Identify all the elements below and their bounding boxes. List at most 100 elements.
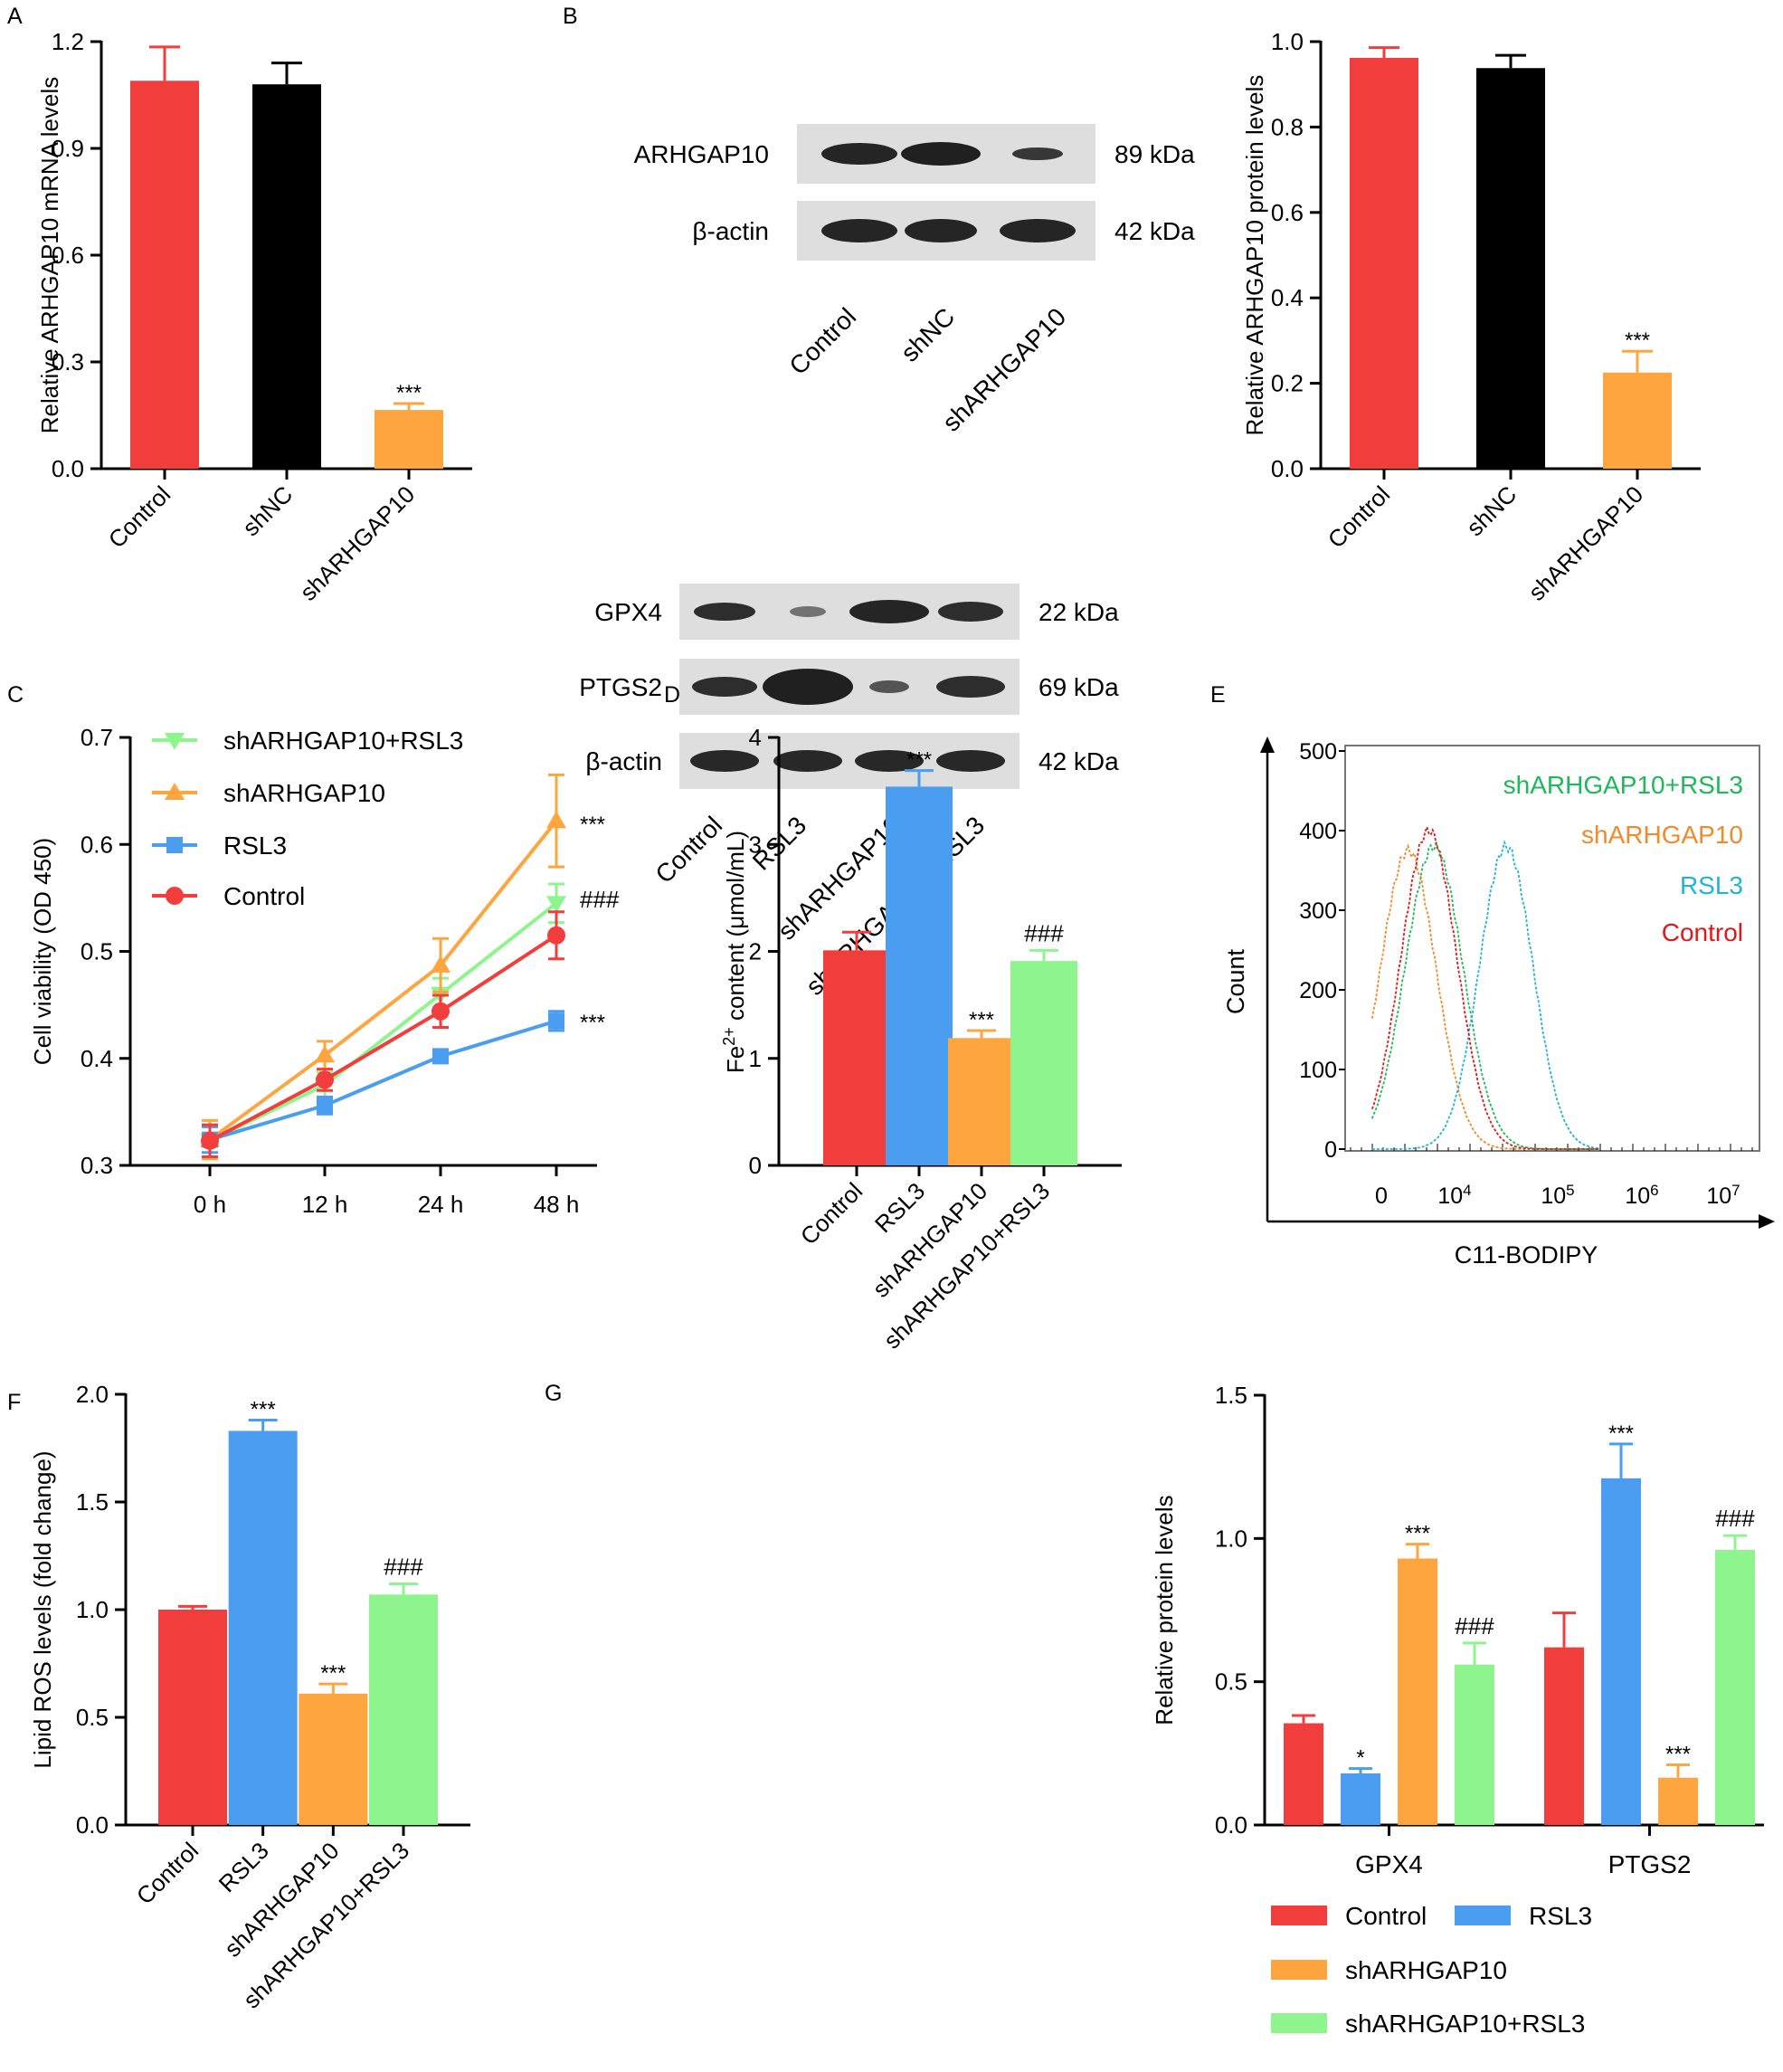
y-tick-label: 2.0 [76, 1381, 109, 1408]
legend-label: RSL3 [223, 832, 287, 860]
y-axis-title: Cell viability (OD 450) [29, 838, 56, 1065]
legend-label: Control [223, 882, 305, 910]
y-tick-label: 1.0 [1271, 28, 1304, 55]
y-tick-label: 300 [1299, 898, 1337, 924]
blot-band [1012, 147, 1063, 160]
x-tick-label: Control [131, 1837, 204, 1909]
chart-panel-D: 01234Control***RSL3***shARHGAP10###shARH… [720, 724, 1122, 1354]
blot-band [938, 602, 1003, 622]
significance-label: *** [1625, 328, 1650, 353]
x-tick-label: 48 h [534, 1191, 580, 1218]
blot-band [936, 750, 1005, 772]
significance-label: *** [1405, 1522, 1430, 1546]
x-tick-label-base: 0 [1375, 1183, 1388, 1209]
legend-item: Control [1271, 1902, 1427, 1930]
blot-band [821, 143, 897, 165]
y-axis-title: Lipid ROS levels (fold change) [29, 1450, 56, 1768]
y-tick-label: 400 [1299, 819, 1337, 844]
legend-item: RSL3 [1455, 1902, 1592, 1930]
y-tick-label: 1.2 [52, 28, 84, 55]
bar [375, 410, 443, 469]
y-axis-title: Relative protein levels [1151, 1495, 1178, 1725]
blot-band [790, 606, 826, 617]
bar [1476, 68, 1545, 469]
x-tick-label-base: 10 [1437, 1183, 1463, 1209]
panel-label: E [1210, 682, 1226, 708]
y-tick-label: 0.2 [1271, 370, 1304, 397]
legend-marker [165, 783, 185, 800]
data-point [546, 811, 566, 829]
bar [1603, 372, 1672, 469]
blot-row-label: β-actin [692, 217, 769, 245]
bar [823, 950, 890, 1165]
x-tick-label: shNC [237, 480, 298, 541]
significance-label: ### [1024, 919, 1064, 946]
bar [1398, 1558, 1437, 1825]
significance-label: ### [1715, 1505, 1755, 1532]
x-tick-label-exp: 6 [1650, 1182, 1658, 1199]
y-tick-label: 1 [749, 1045, 762, 1072]
y-tick-label: 0.8 [1271, 113, 1304, 140]
blot-band [905, 219, 977, 242]
legend-label: shARHGAP10+RSL3 [1503, 771, 1743, 799]
data-point [316, 1070, 334, 1089]
blot-lane-label: Control [783, 302, 861, 380]
y-tick-label: 0.9 [52, 135, 84, 162]
significance-label: *** [1665, 1743, 1691, 1767]
panel-label: F [7, 1390, 21, 1415]
legend-item: Control [152, 882, 305, 910]
y-tick-label: 0.7 [81, 724, 113, 751]
bar [158, 1610, 227, 1825]
legend-swatch [1455, 1906, 1511, 1925]
legend-marker [166, 837, 183, 853]
y-axis-title-part: Fe [722, 1046, 749, 1073]
blot-band [855, 750, 924, 772]
bar [886, 786, 953, 1165]
bar [1350, 57, 1418, 469]
data-point [548, 1012, 564, 1030]
bar [1544, 1647, 1584, 1825]
blot-size-label: 22 kDa [1039, 598, 1119, 626]
y-axis-title: Fe2+ content (μmol/mL) [720, 831, 749, 1073]
chart-panel-C: 0.3 0.4 0.5 0.6 0.7 Cell viability (OD 450) 0 … [29, 724, 620, 1218]
legend-label: shARHGAP10 [1581, 821, 1743, 849]
x-tick-label: 24 h [418, 1191, 464, 1218]
x-tick-label: shARHGAP10 [295, 480, 421, 606]
legend-swatch [1271, 1960, 1327, 1980]
y-tick-label: 2 [749, 938, 762, 965]
x-tick-label: 12 h [302, 1191, 348, 1218]
legend-swatch [1271, 2013, 1327, 2033]
histogram-curve [1370, 824, 1599, 1150]
y-tick-label: 0.0 [1271, 455, 1304, 482]
y-tick-label: 500 [1299, 739, 1337, 765]
histogram-curve [1371, 840, 1599, 1150]
y-tick-label: 0.0 [52, 455, 84, 482]
x-axis-title: C11-BODIPY [1455, 1241, 1598, 1269]
x-tick-label-exp: 5 [1566, 1182, 1574, 1199]
blot-band [1000, 219, 1076, 242]
blot-row-label: GPX4 [594, 598, 662, 626]
blot-band [773, 750, 842, 772]
legend-item: shARHGAP10+RSL3 [152, 727, 463, 755]
y-tick-label: 1.5 [76, 1488, 109, 1516]
x-tick-label: GPX4 [1355, 1850, 1423, 1878]
blot-band [694, 603, 755, 621]
panel-label: C [7, 682, 24, 708]
blot-band [763, 669, 853, 705]
data-point [315, 1045, 335, 1063]
bar [1455, 1664, 1494, 1825]
blot-band [936, 676, 1005, 698]
legend-marker [165, 733, 185, 750]
y-tick-label: 1.0 [76, 1596, 109, 1623]
x-tick-label: 104 [1437, 1182, 1471, 1210]
y-tick-label: 0.6 [1271, 199, 1304, 226]
x-tick-label: 106 [1625, 1182, 1658, 1210]
y-tick-label: 0.0 [1215, 1811, 1247, 1839]
y-tick-label: 0.5 [76, 1704, 109, 1731]
y-tick-label: 0.6 [52, 242, 84, 269]
panel-label: A [7, 4, 23, 29]
